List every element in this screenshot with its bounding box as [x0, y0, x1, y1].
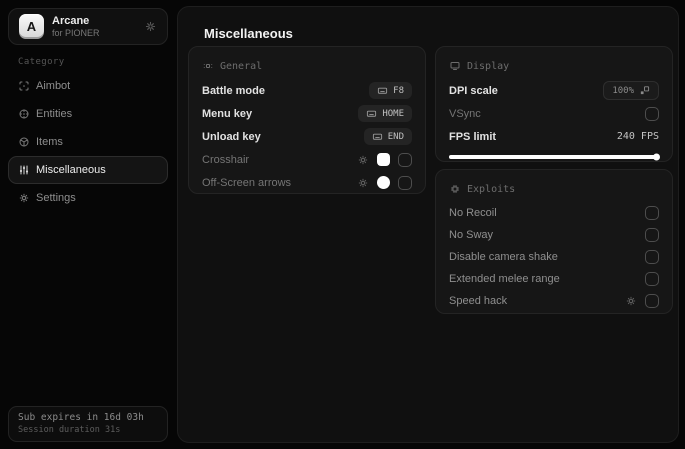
sub-expiry-text: Sub expires in 16d 03h [18, 412, 144, 423]
sidebar-item-entities[interactable]: Entities [8, 100, 168, 128]
keybind-value: HOME [382, 108, 404, 119]
sidebar-nav: Aimbot Entities Items [8, 72, 168, 212]
sidebar-item-label: Settings [36, 192, 76, 204]
general-card: General Battle mode F8 Menu key [188, 46, 426, 194]
subscription-card: Sub expires in 16d 03h Session duration … [8, 406, 168, 442]
keybind-value: END [387, 131, 404, 142]
keyboard-icon [366, 108, 377, 119]
gear-icon[interactable] [357, 154, 369, 166]
setting-row-disable-camera-shake: Disable camera shake [449, 246, 659, 268]
gear-icon[interactable] [625, 295, 637, 307]
crosshair-checkbox[interactable] [398, 152, 412, 167]
setting-row-speed-hack: Speed hack [449, 290, 659, 312]
setting-label: Battle mode [202, 84, 265, 97]
no-recoil-checkbox[interactable] [645, 206, 659, 220]
sidebar-category-label: Category [18, 57, 65, 67]
sidebar-item-aimbot[interactable]: Aimbot [8, 72, 168, 100]
setting-label: Unload key [202, 130, 261, 143]
brand-card: A Arcane for PIONER [8, 8, 168, 45]
keybind-button-unload-key[interactable]: END [363, 128, 412, 145]
no-sway-checkbox[interactable] [645, 228, 659, 242]
keyboard-icon [377, 85, 388, 96]
setting-label: Disable camera shake [449, 251, 558, 263]
offscreen-arrows-checkbox[interactable] [398, 175, 412, 190]
setting-row-battle-mode: Battle mode F8 [202, 79, 412, 102]
sphere-package-icon [18, 136, 30, 148]
setting-row-no-sway: No Sway [449, 224, 659, 246]
display-card: Display DPI scale 100% VSync [435, 46, 673, 162]
vsync-checkbox[interactable] [645, 106, 659, 121]
setting-label: Speed hack [449, 295, 508, 307]
sidebar-item-miscellaneous[interactable]: Miscellaneous [8, 156, 168, 184]
dpi-scale-select[interactable]: 100% [603, 81, 659, 100]
display-card-title: Display [467, 60, 510, 72]
exploits-card-title: Exploits [467, 183, 516, 195]
keycap-icon [202, 60, 214, 72]
page-title: Miscellaneous [204, 26, 293, 41]
brand-text: Arcane for PIONER [52, 14, 100, 39]
setting-label: Crosshair [202, 153, 250, 166]
slider-knob[interactable] [653, 153, 660, 161]
session-duration-text: Session duration 31s [18, 425, 121, 435]
setting-row-offscreen-arrows: Off-Screen arrows [202, 171, 412, 194]
slider-fill [449, 155, 659, 159]
color-swatch[interactable] [377, 153, 390, 166]
sidebar-item-label: Miscellaneous [36, 164, 106, 176]
setting-label: DPI scale [449, 84, 498, 97]
setting-row-fps-limit: FPS limit 240 FPS [449, 125, 659, 148]
brand-name: Arcane [52, 14, 90, 27]
setting-label: Extended melee range [449, 273, 560, 285]
setting-label: No Recoil [449, 207, 497, 219]
extended-melee-range-checkbox[interactable] [645, 272, 659, 286]
gear-icon[interactable] [357, 177, 369, 189]
general-card-title: General [220, 60, 263, 72]
radar-icon [18, 108, 30, 120]
brand-subtitle: for PIONER [52, 28, 100, 39]
keybind-button-battle-mode[interactable]: F8 [369, 82, 412, 99]
main-panel: Miscellaneous General Battle mode [177, 6, 679, 443]
setting-row-crosshair: Crosshair [202, 148, 412, 171]
setting-label: VSync [449, 107, 481, 120]
sidebar-item-settings[interactable]: Settings [8, 184, 168, 212]
setting-row-unload-key: Unload key END [202, 125, 412, 148]
dpi-scale-value: 100% [612, 85, 634, 96]
speed-hack-checkbox[interactable] [645, 294, 659, 308]
fps-limit-slider[interactable] [449, 153, 660, 161]
sliders-icon [18, 164, 30, 176]
setting-label: Menu key [202, 107, 253, 120]
exploits-card: Exploits No Recoil No Sway Disable camer… [435, 169, 673, 314]
gear-icon [18, 192, 30, 204]
monitor-icon [449, 60, 461, 72]
keyboard-icon [372, 131, 383, 142]
setting-row-extended-melee-range: Extended melee range [449, 268, 659, 290]
setting-row-no-recoil: No Recoil [449, 202, 659, 224]
sidebar-item-label: Aimbot [36, 80, 71, 92]
crosshair-scan-icon [18, 80, 30, 92]
setting-label: No Sway [449, 229, 494, 241]
disable-camera-shake-checkbox[interactable] [645, 250, 659, 264]
sidebar-item-items[interactable]: Items [8, 128, 168, 156]
setting-row-vsync: VSync [449, 102, 659, 125]
chip-icon [449, 183, 461, 195]
color-swatch[interactable] [377, 176, 390, 189]
keybind-button-menu-key[interactable]: HOME [358, 105, 412, 122]
sidebar-item-label: Entities [36, 108, 73, 120]
keybind-value: F8 [393, 85, 404, 96]
brand-logo: A [19, 14, 44, 39]
fps-limit-value: 240 FPS [616, 131, 659, 142]
setting-row-menu-key: Menu key HOME [202, 102, 412, 125]
setting-label: Off-Screen arrows [202, 176, 292, 189]
setting-row-dpi-scale: DPI scale 100% [449, 79, 659, 102]
scale-icon [639, 85, 650, 96]
sidebar-item-label: Items [36, 136, 63, 148]
gear-icon[interactable] [144, 20, 157, 33]
setting-label: FPS limit [449, 130, 497, 143]
